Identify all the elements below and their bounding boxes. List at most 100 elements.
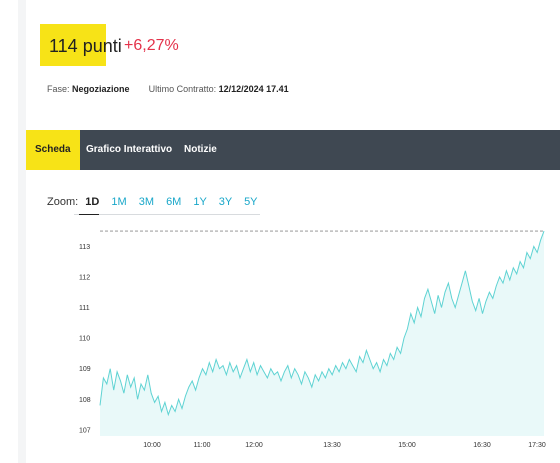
series-point <box>188 386 190 388</box>
series-point <box>355 371 357 373</box>
series-point <box>502 282 504 284</box>
series-point <box>287 365 289 367</box>
tab-grafico-interattivo[interactable]: Grafico Interattivo <box>86 144 173 155</box>
series-point <box>283 371 285 373</box>
y-axis: 107 108 109 110 111 112 113 <box>79 244 91 435</box>
x-tick-label: 10:00 <box>143 442 161 449</box>
zoom-5y-button[interactable]: 5Y <box>244 196 258 208</box>
price-chart[interactable]: 107 108 109 110 111 112 113 10:00 11:00 12:00 13:… <box>52 222 552 460</box>
series-point <box>102 377 104 379</box>
series-point <box>229 362 231 364</box>
series-point <box>529 258 531 260</box>
series-point <box>424 297 426 299</box>
series-point <box>372 368 374 370</box>
series-line <box>99 230 545 417</box>
zoom-6m-button[interactable]: 6M <box>166 196 182 208</box>
series-point <box>362 362 364 364</box>
zoom-1y-button[interactable]: 1Y <box>193 196 207 208</box>
series-point <box>311 386 313 388</box>
series-point <box>120 380 122 382</box>
series-point <box>324 377 326 379</box>
series-point <box>396 346 398 348</box>
series-point <box>164 401 166 403</box>
series-point <box>383 359 385 361</box>
series-point <box>171 404 173 406</box>
series-point <box>352 365 354 367</box>
series-point <box>301 383 303 385</box>
series-point <box>212 371 214 373</box>
series-point <box>161 411 163 413</box>
zoom-3y-button[interactable]: 3Y <box>218 196 232 208</box>
series-point <box>219 368 221 370</box>
zoom-active-indicator <box>79 214 99 215</box>
zoom-3m-button[interactable]: 3M <box>138 196 154 208</box>
series-point <box>376 362 378 364</box>
y-tick-label: 113 <box>79 244 90 251</box>
series-point <box>130 386 132 388</box>
series-point <box>444 291 446 293</box>
series-point <box>485 300 487 302</box>
series-point <box>215 359 217 361</box>
series-point <box>150 392 152 394</box>
zoom-underline <box>74 214 260 215</box>
series-point <box>468 285 470 287</box>
series-point <box>249 371 251 373</box>
series-point <box>307 377 309 379</box>
series-point <box>198 377 200 379</box>
phase-value: Negoziazione <box>72 84 130 94</box>
series-point <box>533 245 535 247</box>
series-point <box>543 230 545 232</box>
series-point <box>451 297 453 299</box>
y-tick-label: 110 <box>79 336 90 343</box>
last-contract-value: 12/12/2024 17.41 <box>218 84 289 94</box>
series-point <box>147 374 149 376</box>
tab-bar: Scheda Grafico Interattivo Notizie <box>26 130 560 170</box>
series-point <box>512 267 514 269</box>
series-point <box>304 371 306 373</box>
series-point <box>314 374 316 376</box>
series-point <box>297 374 299 376</box>
series-point <box>113 389 115 391</box>
series-point <box>509 279 511 281</box>
tab-scheda[interactable]: Scheda <box>26 130 80 170</box>
series-point <box>263 371 265 373</box>
series-point <box>437 294 439 296</box>
series-point <box>505 270 507 272</box>
series-point <box>454 307 456 309</box>
series-point <box>205 374 207 376</box>
series-point <box>137 398 139 400</box>
series-point <box>403 337 405 339</box>
series-point <box>461 282 463 284</box>
tab-notizie[interactable]: Notizie <box>184 144 217 155</box>
series-point <box>99 404 101 406</box>
series-point <box>516 273 518 275</box>
series-point <box>133 377 135 379</box>
x-tick-label: 16:30 <box>473 442 491 449</box>
series-point <box>495 285 497 287</box>
series-point <box>420 316 422 318</box>
series-point <box>208 362 210 364</box>
zoom-1m-button[interactable]: 1M <box>111 196 127 208</box>
series-point <box>471 300 473 302</box>
series-point <box>379 371 381 373</box>
series-point <box>273 374 275 376</box>
last-contract-label: Ultimo Contratto: <box>148 84 217 94</box>
series-point <box>116 371 118 373</box>
series-point <box>447 282 449 284</box>
series-point <box>184 395 186 397</box>
y-tick-label: 111 <box>79 305 90 312</box>
price-change: +6,27% <box>124 37 179 54</box>
series-point <box>232 371 234 373</box>
series-point <box>195 389 197 391</box>
series-point <box>478 297 480 299</box>
series-point <box>482 313 484 315</box>
series-point <box>348 359 350 361</box>
series-point <box>331 374 333 376</box>
series-point <box>191 380 193 382</box>
zoom-1d-button[interactable]: 1D <box>85 196 100 208</box>
series-point <box>406 328 408 330</box>
series-point <box>266 377 268 379</box>
x-tick-label: 12:00 <box>245 442 263 449</box>
series-point <box>526 252 528 254</box>
y-tick-label: 108 <box>79 397 91 404</box>
